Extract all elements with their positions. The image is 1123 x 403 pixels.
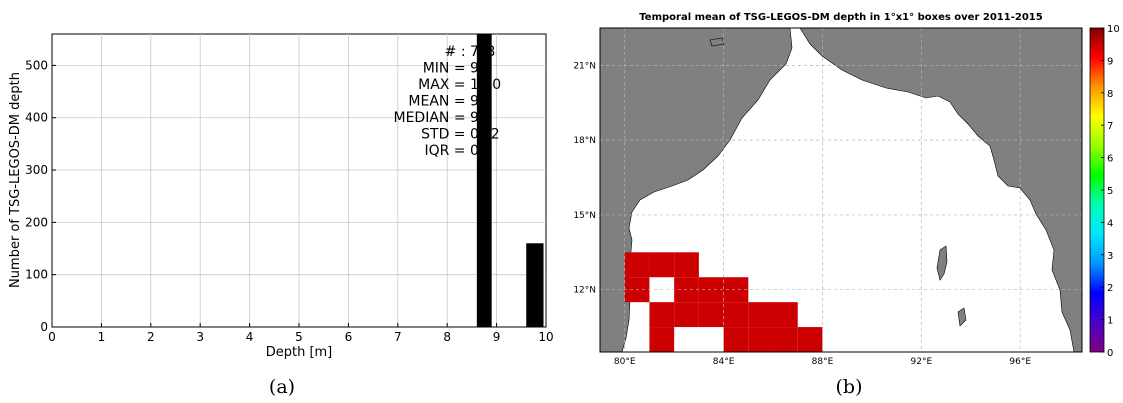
y-tick-label: 200 <box>25 215 48 229</box>
map-lat-label: 21°N <box>573 61 596 71</box>
stat-value: 0.0 <box>470 143 492 159</box>
map-cell <box>649 252 675 278</box>
map-cell <box>649 302 675 328</box>
colorbar-tick-label: 1 <box>1107 316 1113 327</box>
x-tick-label: 7 <box>394 330 402 344</box>
island-nicobar <box>957 307 967 327</box>
y-tick-label: 300 <box>25 163 48 177</box>
x-tick-label: 2 <box>147 330 155 344</box>
stat-value: 9.2 <box>470 94 492 110</box>
map-grid <box>600 28 1082 352</box>
map-lon-label: 80°E <box>614 357 636 367</box>
map-cell <box>748 302 774 328</box>
colorbar-tick-label: 2 <box>1107 283 1113 294</box>
stat-label: # : <box>445 44 470 60</box>
map-cell <box>674 302 699 328</box>
map-frame <box>599 27 1083 353</box>
x-tick-label: 10 <box>538 330 553 344</box>
stat-line: MIN = 9.0 <box>423 61 493 77</box>
map-cell <box>773 302 798 328</box>
histogram-bar <box>476 34 492 327</box>
colorbar-tick-label: 0 <box>1107 348 1113 359</box>
x-tick-label: 8 <box>443 330 451 344</box>
x-tick-label: 9 <box>493 330 501 344</box>
map-ticks: 80°E 84°E 88°E 92°E 96°E 12°N 15°N 18°N 21°N <box>573 61 1031 367</box>
stat-value: 10.0 <box>470 77 501 93</box>
stat-label: MEAN = <box>408 94 470 110</box>
stat-label: IQR = <box>424 143 470 159</box>
colorbar-tick-label: 5 <box>1107 186 1113 197</box>
x-tick-label: 1 <box>98 330 106 344</box>
y-tick-label: 400 <box>25 111 48 125</box>
map-lon-label: 96°E <box>1009 357 1031 367</box>
map-cell <box>773 352 798 377</box>
map-title: Temporal mean of TSG-LEGOS-DM depth in 1… <box>639 12 1042 23</box>
y-tick-label: 100 <box>25 268 48 282</box>
x-tick-label: 4 <box>246 330 254 344</box>
map-land <box>600 28 1082 352</box>
colorbar-tick-label: 9 <box>1107 56 1113 67</box>
histogram-grid <box>52 34 546 327</box>
island-andaman <box>936 245 948 281</box>
histogram-panel: 0 1 2 3 4 5 6 7 8 9 10 0 100 200 300 400 500 # : 7?8MIN… <box>8 33 554 398</box>
colorbar-tick-label: 10 <box>1107 24 1120 35</box>
india-landmass <box>600 28 793 352</box>
colorbar-tick-label: 4 <box>1107 218 1113 229</box>
stat-line: MAX = 10.0 <box>418 77 501 93</box>
colorbar-ticks: 0 1 2 3 4 5 6 7 8 9 10 <box>1101 24 1120 359</box>
x-tick-label: 5 <box>295 330 303 344</box>
stat-line: MEDIAN = 9.0 <box>393 110 492 126</box>
map-cell <box>649 327 675 352</box>
map-lon-label: 88°E <box>812 357 834 367</box>
colorbar-tick-label: 3 <box>1107 251 1113 262</box>
map-lat-label: 12°N <box>573 286 596 296</box>
bangladesh-myanmar-landmass <box>799 28 1082 352</box>
stat-line: STD = 0.?2 <box>421 127 500 143</box>
stat-value: 0.?2 <box>470 127 500 143</box>
histogram-bars <box>476 34 544 327</box>
stat-value: 7?8 <box>470 44 495 60</box>
stat-label: MIN = <box>423 61 470 77</box>
map-lat-label: 15°N <box>573 211 596 221</box>
y-tick-label: 0 <box>40 320 48 334</box>
histogram-y-ticks: 0 100 200 300 400 500 <box>25 58 56 334</box>
stat-value: 9.0 <box>470 61 492 77</box>
histogram-bar <box>526 243 544 327</box>
colorbar-tick-label: 7 <box>1107 121 1113 132</box>
stat-line: IQR = 0.0 <box>424 143 492 159</box>
panel-b-label: (b) <box>836 376 863 398</box>
map-cell <box>698 302 724 328</box>
map-cell <box>624 252 650 278</box>
map-lon-label: 84°E <box>713 357 735 367</box>
map-panel: Temporal mean of TSG-LEGOS-DM depth in 1… <box>573 12 1119 398</box>
map-cell <box>797 327 823 352</box>
map-cells <box>624 252 823 377</box>
colorbar-tick-label: 6 <box>1107 154 1113 165</box>
y-tick-label: 500 <box>25 58 48 72</box>
map-cell <box>723 302 749 328</box>
panel-a-label: (a) <box>269 376 295 398</box>
stat-value: 9.0 <box>470 110 492 126</box>
stat-label: MEDIAN = <box>393 110 470 126</box>
stat-label: STD = <box>421 127 470 143</box>
map-cell <box>748 327 774 352</box>
stat-line: # : 7?8 <box>445 44 496 60</box>
histogram-x-ticks: 0 1 2 3 4 5 6 7 8 9 10 <box>48 323 554 344</box>
stat-label: MAX = <box>418 77 470 93</box>
stat-line: MEAN = 9.2 <box>408 94 492 110</box>
map-lat-label: 18°N <box>573 136 596 146</box>
x-tick-label: 0 <box>48 330 56 344</box>
map-cell <box>723 327 749 352</box>
colorbar-tick-label: 8 <box>1107 89 1113 100</box>
x-tick-label: 3 <box>196 330 204 344</box>
x-tick-label: 6 <box>345 330 353 344</box>
map-cell <box>773 327 798 352</box>
histogram-y-axis-label: Number of TSG-LEGOS-DM depth <box>8 72 23 288</box>
map-lon-label: 92°E <box>911 357 933 367</box>
island-small <box>709 37 725 47</box>
map-cell <box>674 252 699 278</box>
histogram-x-axis-label: Depth [m] <box>266 345 333 360</box>
